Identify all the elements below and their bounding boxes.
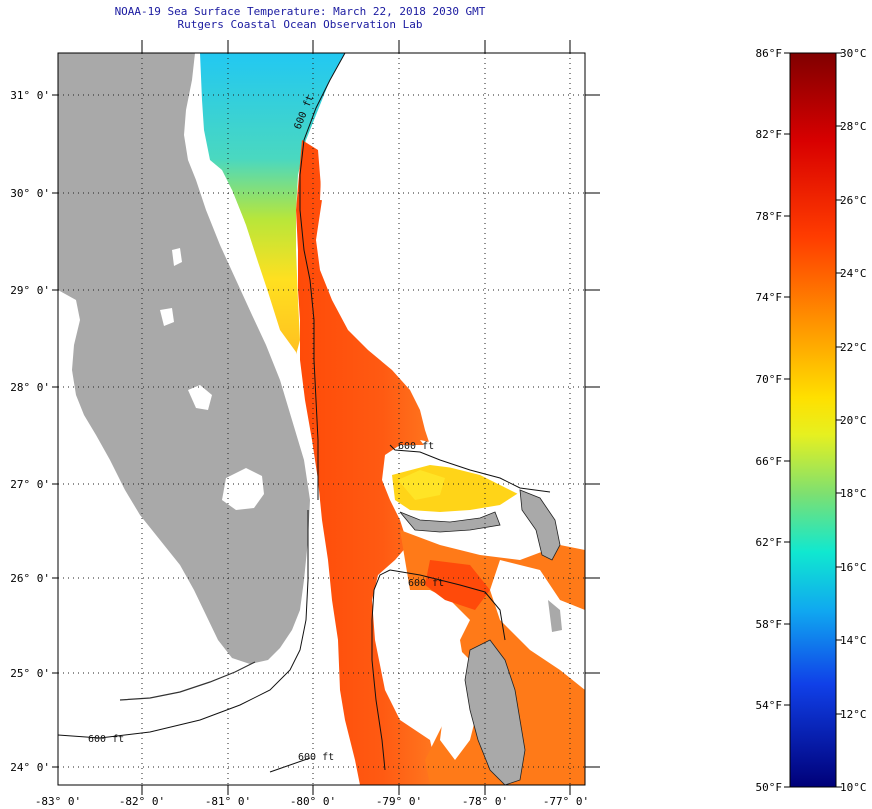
c-label-30: 30°C — [840, 47, 867, 60]
temperature-colorbar: 86°F 82°F 78°F 74°F 70°F 66°F 62°F 58°F … — [756, 47, 867, 794]
f-label-66: 66°F — [756, 455, 783, 468]
map-frame — [57, 52, 586, 786]
inland-lakes-2 — [160, 308, 174, 326]
map-subtitle: Rutgers Coastal Ocean Observation Lab — [177, 18, 423, 31]
c-label-10: 10°C — [840, 781, 867, 794]
c-label-12: 12°C — [840, 708, 867, 721]
bahamas-hot-patch — [425, 560, 490, 610]
c-label-28: 28°C — [840, 120, 867, 133]
f-label-74: 74°F — [756, 291, 783, 304]
lat-label-24: 24° 0' — [10, 761, 50, 774]
c-label-26: 26°C — [840, 194, 867, 207]
map-area: 600 ft 600 ft 600 ft 600 ft 600 ft — [58, 53, 585, 785]
lon-label-83: -83° 0' — [35, 795, 81, 808]
colorbar-fahrenheit-labels: 86°F 82°F 78°F 74°F 70°F 66°F 62°F 58°F … — [756, 47, 783, 794]
eleuthera-island — [548, 600, 562, 632]
andros-island — [464, 639, 526, 785]
florida-keys — [119, 661, 256, 701]
contour-label-3: 600 ft — [408, 578, 444, 589]
contour-label-5: 600 ft — [298, 752, 334, 763]
lat-label-29: 29° 0' — [10, 284, 50, 297]
lat-label-28: 28° 0' — [10, 381, 50, 394]
cloud-cover-east — [320, 53, 585, 360]
lon-label-79: -79° 0' — [376, 795, 422, 808]
c-label-20: 20°C — [840, 414, 867, 427]
c-label-22: 22°C — [840, 341, 867, 354]
lake-okeechobee — [222, 468, 264, 510]
lon-label-78: -78° 0' — [462, 795, 508, 808]
colorbar-gradient — [789, 52, 837, 788]
c-label-14: 14°C — [840, 634, 867, 647]
f-label-82: 82°F — [756, 128, 783, 141]
lon-label-80: -80° 0' — [290, 795, 336, 808]
inland-lakes-3 — [172, 248, 182, 266]
f-label-54: 54°F — [756, 699, 783, 712]
depth-contours — [58, 53, 551, 773]
contour-label-4: 600 ft — [88, 734, 124, 745]
c-label-16: 16°C — [840, 561, 867, 574]
f-label-70: 70°F — [756, 373, 783, 386]
lon-label-81: -81° 0' — [205, 795, 251, 808]
contour-600ft-south — [269, 757, 311, 773]
longitude-labels: -83° 0' -82° 0' -81° 0' -80° 0' -79° 0' … — [35, 795, 589, 808]
map-ticks — [52, 40, 600, 795]
lon-label-82: -82° 0' — [119, 795, 165, 808]
colorbar-c-ticks — [836, 52, 842, 788]
contour-label-2: 600 ft — [398, 441, 434, 452]
latitude-labels: 31° 0' 30° 0' 29° 0' 28° 0' 27° 0' 26° 0… — [10, 89, 50, 774]
c-label-18: 18°C — [840, 487, 867, 500]
c-label-24: 24°C — [840, 267, 867, 280]
lat-label-30: 30° 0' — [10, 187, 50, 200]
gulf-stream-warm-water — [296, 140, 440, 785]
contour-600ft-little-bahama — [389, 444, 551, 493]
map-title: NOAA-19 Sea Surface Temperature: March 2… — [114, 5, 486, 18]
inland-lakes-1 — [188, 385, 212, 410]
f-label-58: 58°F — [756, 618, 783, 631]
contour-600ft-great-bahama — [389, 569, 506, 641]
lat-label-25: 25° 0' — [10, 667, 50, 680]
f-label-50: 50°F — [756, 781, 783, 794]
f-label-78: 78°F — [756, 210, 783, 223]
colorbar-celsius-labels: 30°C 28°C 26°C 24°C 22°C 20°C 18°C 16°C … — [840, 47, 867, 794]
florida-land — [58, 53, 310, 664]
graticule — [58, 53, 585, 785]
cloud-cover-bahamas-2 — [490, 560, 585, 690]
f-label-86: 86°F — [756, 47, 783, 60]
grand-bahama-island — [399, 511, 501, 533]
little-bahama-bank-water-2 — [398, 470, 445, 500]
contour-600ft-shelf-edge — [299, 53, 346, 500]
lon-label-77: -77° 0' — [543, 795, 589, 808]
lat-label-27: 27° 0' — [10, 478, 50, 491]
abaco-island — [519, 489, 561, 561]
f-label-62: 62°F — [756, 536, 783, 549]
colorbar-f-ticks — [784, 52, 790, 788]
lat-label-26: 26° 0' — [10, 572, 50, 585]
lat-label-31: 31° 0' — [10, 89, 50, 102]
